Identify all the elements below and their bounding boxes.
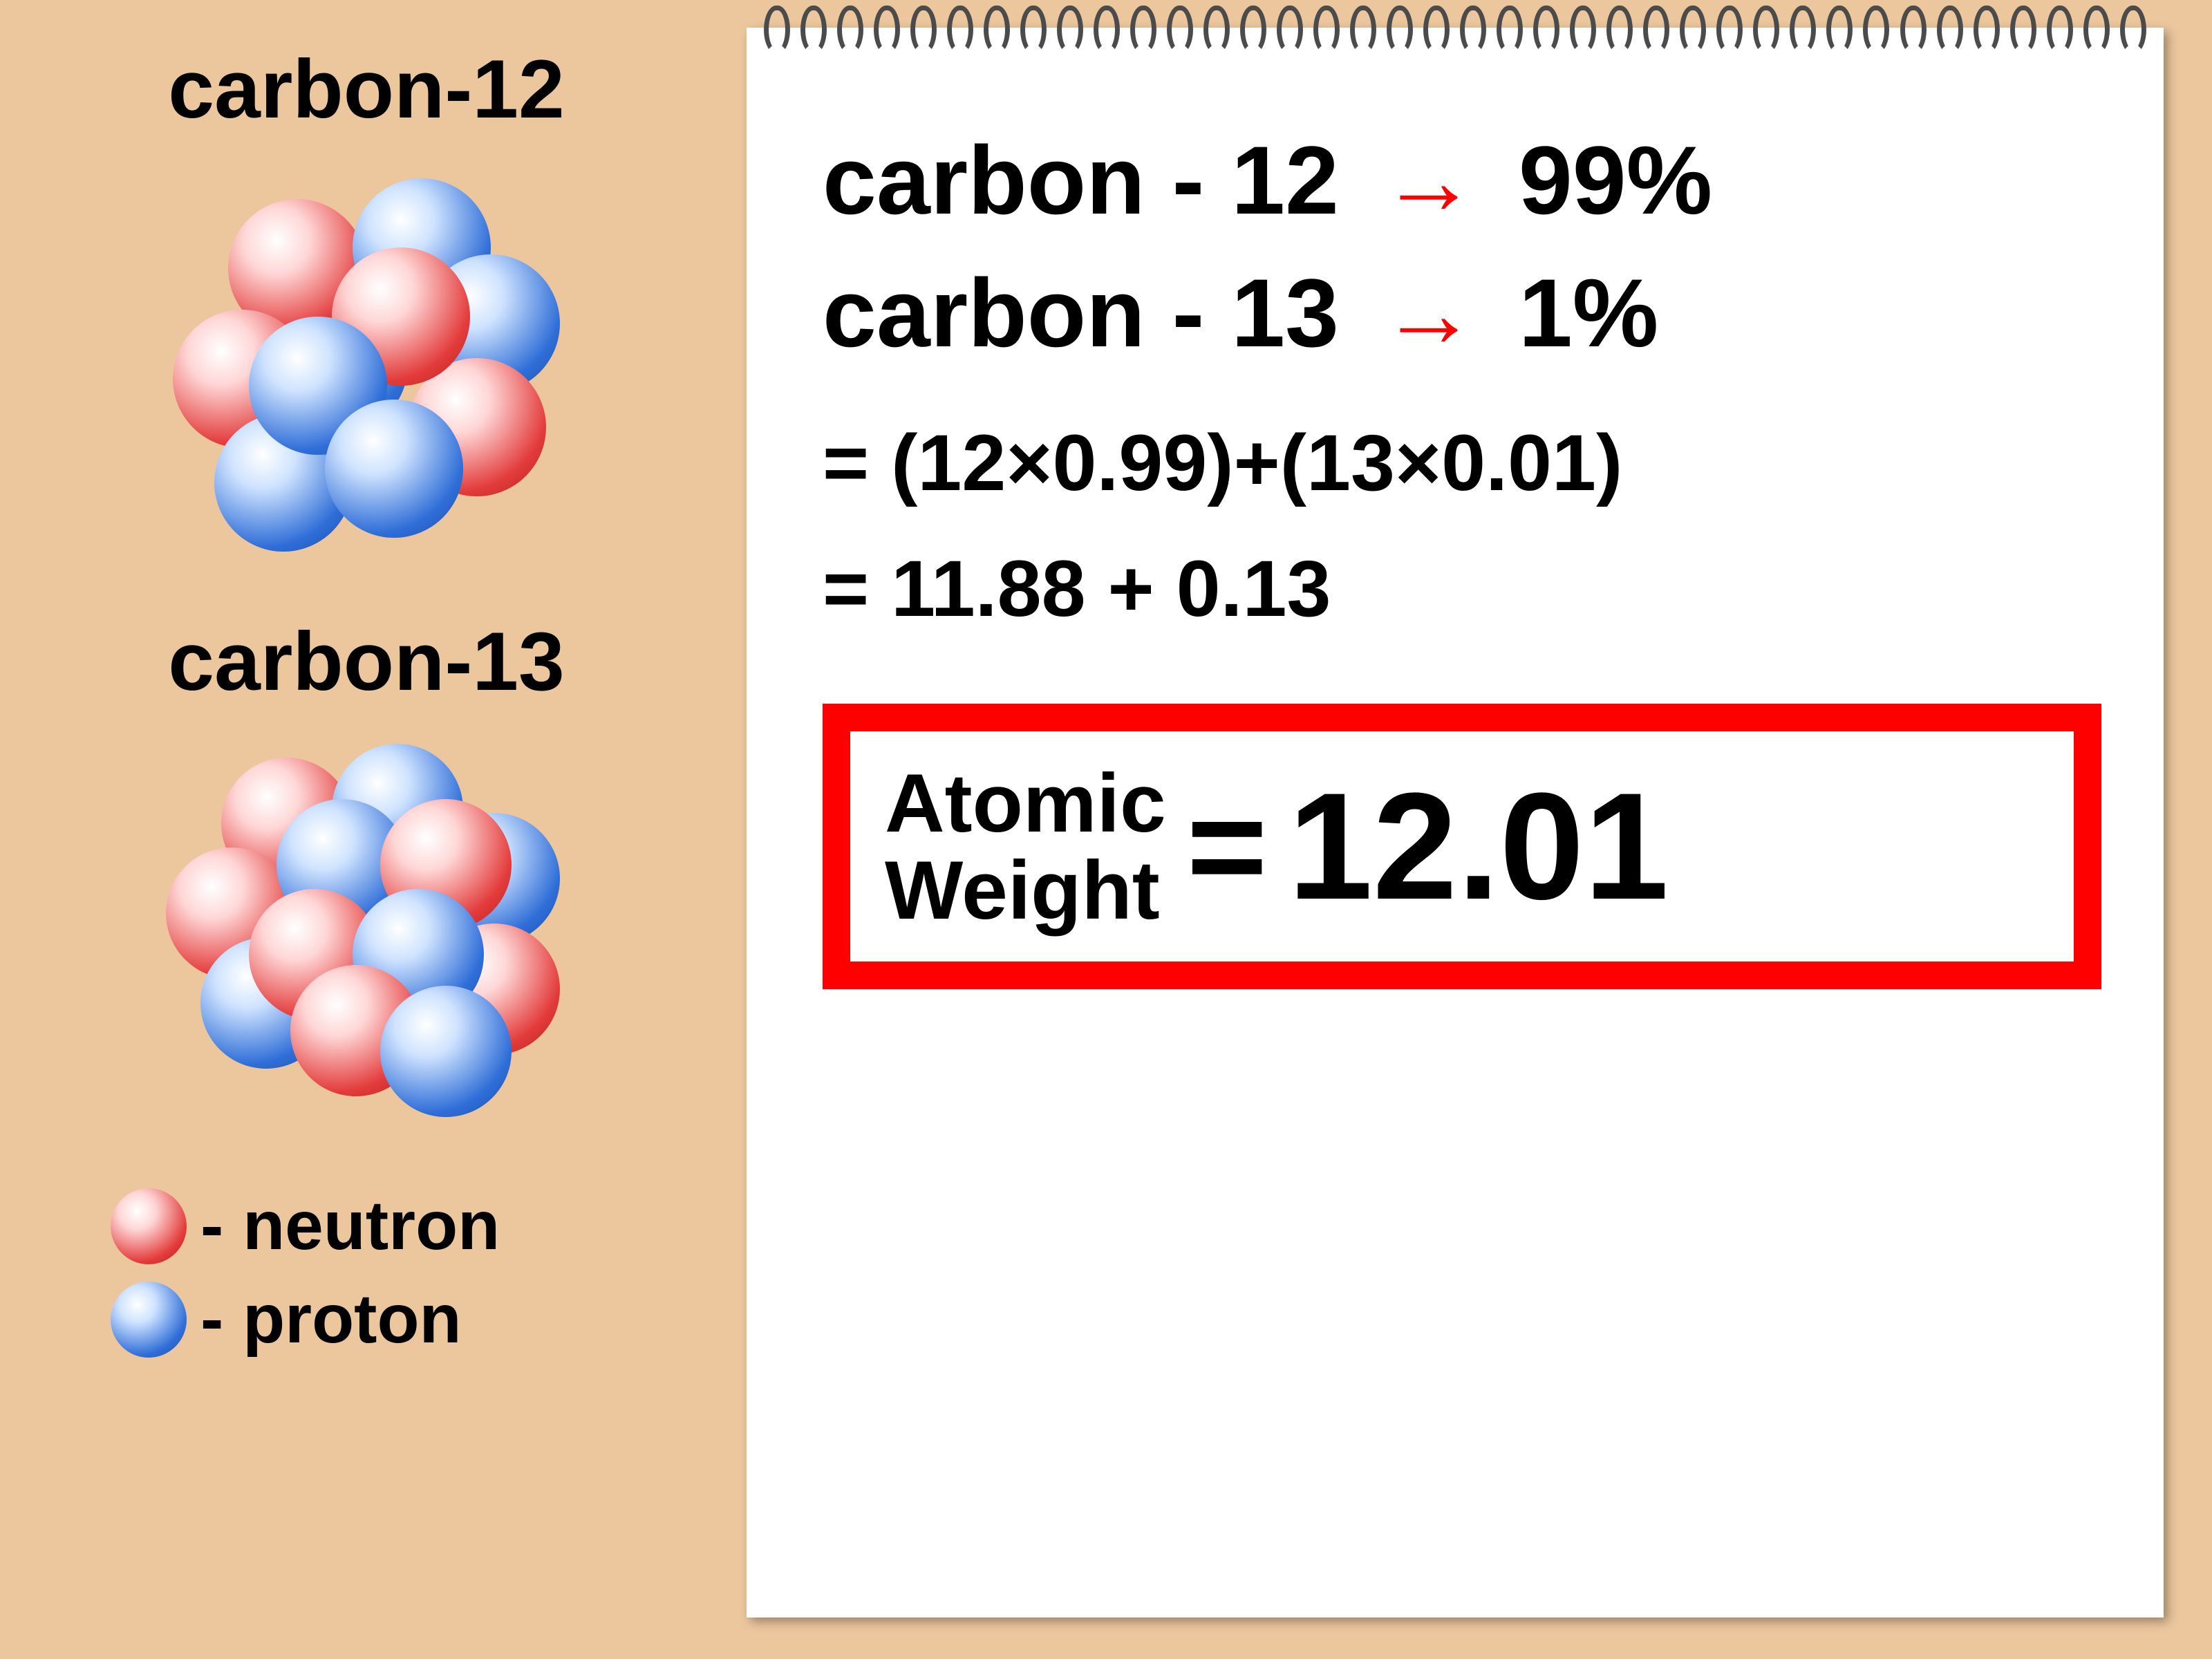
spiral-ring xyxy=(1167,6,1193,54)
notepad: carbon - 12 → 99% carbon - 13 → 1% = (12… xyxy=(747,28,2164,1618)
c12-name: carbon - 12 xyxy=(823,124,1339,236)
carbon-13-label: carbon-13 xyxy=(55,614,677,709)
legend-neutron-row: - neutron xyxy=(111,1186,677,1266)
spiral-binding xyxy=(747,0,2164,54)
spiral-ring xyxy=(1277,6,1303,54)
spiral-ring xyxy=(1094,6,1120,54)
spiral-ring xyxy=(1020,6,1047,54)
spiral-ring xyxy=(910,6,937,54)
carbon-12-label: carbon-12 xyxy=(55,41,677,137)
result-box: Atomic Weight = 12.01 xyxy=(823,704,2101,989)
arrow-icon: → xyxy=(1380,124,1477,236)
result-equals: = xyxy=(1187,767,1268,926)
legend-neutron-text: - neutron xyxy=(200,1186,500,1266)
spiral-ring xyxy=(1240,6,1266,54)
c13-pct: 1% xyxy=(1519,257,1658,369)
note-content: carbon - 12 → 99% carbon - 13 → 1% = (12… xyxy=(747,28,2164,1031)
spiral-ring xyxy=(1497,6,1523,54)
carbon-13-nucleus xyxy=(159,716,574,1131)
spiral-ring xyxy=(1570,6,1596,54)
c13-name: carbon - 13 xyxy=(823,257,1339,369)
spiral-ring xyxy=(1313,6,1340,54)
result-value: 12.01 xyxy=(1288,759,1669,934)
legend-neutron-ball xyxy=(111,1188,187,1264)
c12-pct: 99% xyxy=(1519,124,1712,236)
spiral-ring xyxy=(800,6,827,54)
spiral-ring xyxy=(1460,6,1486,54)
arrow-icon: → xyxy=(1380,257,1477,369)
spiral-ring xyxy=(764,6,790,54)
spiral-ring xyxy=(1057,6,1083,54)
calc-line-2: = 11.88 + 0.13 xyxy=(823,543,2101,635)
spiral-ring xyxy=(1533,6,1559,54)
spiral-ring xyxy=(2010,6,2036,54)
spiral-ring xyxy=(2120,6,2146,54)
spiral-ring xyxy=(984,6,1010,54)
spiral-ring xyxy=(1643,6,1669,54)
spiral-ring xyxy=(1387,6,1413,54)
spiral-ring xyxy=(1826,6,1853,54)
calc-line-1: = (12×0.99)+(13×0.01) xyxy=(823,418,2101,509)
legend: - neutron - proton xyxy=(111,1186,677,1359)
spiral-ring xyxy=(1974,6,2000,54)
proton-ball xyxy=(325,400,463,538)
abundance-row-c12: carbon - 12 → 99% xyxy=(823,124,2101,236)
spiral-ring xyxy=(1753,6,1779,54)
spiral-ring xyxy=(1423,6,1450,54)
left-panel: carbon-12 carbon-13 - neutron - proton xyxy=(55,41,677,1373)
result-label: Atomic Weight xyxy=(885,760,1166,934)
spiral-ring xyxy=(1606,6,1633,54)
legend-proton-text: - proton xyxy=(200,1280,462,1359)
spiral-ring xyxy=(1130,6,1156,54)
legend-proton-ball xyxy=(111,1282,187,1358)
proton-ball xyxy=(380,986,512,1117)
abundance-row-c13: carbon - 13 → 1% xyxy=(823,257,2101,369)
carbon-12-nucleus xyxy=(159,144,574,559)
spiral-ring xyxy=(2083,6,2110,54)
spiral-ring xyxy=(1790,6,1816,54)
spiral-ring xyxy=(1863,6,1889,54)
spiral-ring xyxy=(2047,6,2073,54)
spiral-ring xyxy=(837,6,863,54)
spiral-ring xyxy=(1716,6,1743,54)
spiral-ring xyxy=(1203,6,1230,54)
legend-proton-row: - proton xyxy=(111,1280,677,1359)
result-label-line2: Weight xyxy=(885,847,1166,934)
spiral-ring xyxy=(1900,6,1927,54)
spiral-ring xyxy=(874,6,900,54)
spiral-ring xyxy=(1937,6,1963,54)
result-label-line1: Atomic xyxy=(885,760,1166,847)
spiral-ring xyxy=(1350,6,1376,54)
spiral-ring xyxy=(947,6,973,54)
spiral-ring xyxy=(1680,6,1706,54)
